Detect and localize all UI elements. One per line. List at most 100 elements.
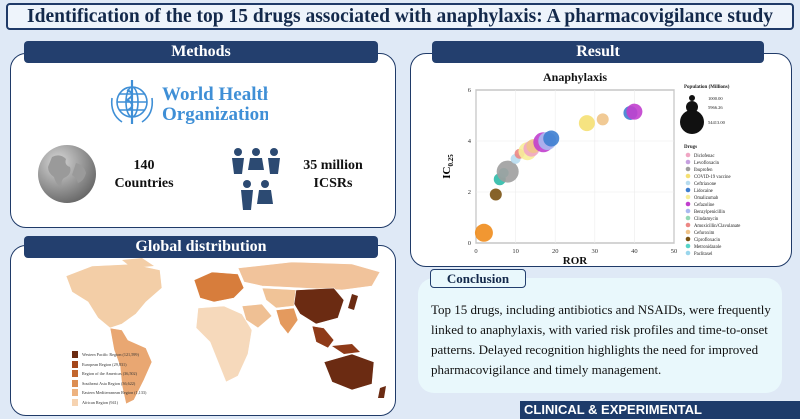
drug-legend-label: Levofloxacin	[694, 161, 720, 166]
countries-number: 140	[133, 158, 155, 173]
drug-legend-label: Cefuroxim	[694, 231, 715, 236]
drug-legend-swatch	[685, 166, 691, 172]
x-tick-label: 30	[592, 248, 599, 255]
data-point	[474, 223, 493, 242]
global-heading: Global distribution	[24, 236, 378, 258]
drug-legend-swatch	[685, 159, 691, 165]
conclusion-heading: Conclusion	[430, 269, 526, 288]
drug-legend-label: Cefazoline	[694, 203, 714, 208]
brand-bar	[520, 401, 800, 419]
page-title: Identification of the top 15 drugs assoc…	[27, 5, 773, 27]
drug-legend-swatch	[685, 208, 691, 214]
drug-legend-label: Lidocaine	[694, 189, 713, 194]
legend-label: Eastern Mediterranean Region (1,133)	[82, 390, 147, 395]
drug-legend-swatch	[685, 229, 691, 235]
legend-item: Eastern Mediterranean Region (1,133)	[72, 388, 146, 397]
legend-swatch	[72, 351, 78, 358]
size-legend-label: 5966.26	[708, 105, 723, 110]
data-point	[489, 188, 502, 201]
drug-legend-label: Paclitaxel	[694, 252, 713, 257]
methods-heading: Methods	[24, 41, 378, 63]
drug-legend-swatch	[685, 222, 691, 228]
legend-swatch	[72, 379, 78, 387]
countries-label: Countries	[114, 176, 174, 191]
title-bar: Identification of the top 15 drugs assoc…	[6, 3, 794, 30]
journal-brand: CLINICAL & EXPERIMENTAL	[524, 402, 702, 417]
y-tick-label: 2	[468, 189, 471, 196]
data-point	[626, 103, 643, 120]
size-legend-title: Population (Millions)	[684, 85, 730, 90]
drug-legend-swatch	[685, 215, 691, 221]
drug-legend-swatch	[685, 187, 691, 193]
globe-icon	[38, 145, 96, 203]
x-tick-label: 40	[631, 248, 638, 255]
result-heading: Result	[432, 41, 764, 63]
x-tick-label: 50	[671, 248, 678, 255]
drug-legend-label: Clindamycin	[694, 217, 719, 222]
result-panel	[410, 53, 792, 267]
legend-swatch	[72, 389, 78, 396]
who-emblem-icon	[110, 80, 154, 124]
drug-legend-label: Ceftriaxone	[694, 182, 716, 187]
drug-legend-label: Ciprofloxacin	[694, 238, 721, 243]
drug-legend-swatch	[685, 243, 691, 249]
x-axis-label: ROR	[563, 255, 589, 266]
y-tick-label: 0	[468, 240, 471, 247]
legend-label: Region of the Americas (36,502)	[82, 371, 138, 376]
legend-item: European Region (29,831)	[72, 360, 146, 369]
data-point	[496, 160, 519, 183]
legend-item: African Region (941)	[72, 398, 146, 407]
legend-swatch	[72, 398, 78, 406]
y-axis-label-subscript: 0.25	[447, 154, 455, 167]
drug-legend-label: Metronidazole	[694, 245, 721, 250]
size-legend-circle	[680, 110, 704, 134]
drug-legend-swatch	[685, 180, 691, 186]
drug-legend-swatch	[685, 201, 691, 207]
drug-legend-swatch	[685, 152, 691, 158]
conclusion-text: Top 15 drugs, including antibiotics and …	[431, 302, 771, 377]
size-legend-circle	[686, 101, 698, 113]
legend-label: European Region (29,831)	[82, 361, 127, 367]
icsrs-number: 35 million	[303, 158, 363, 173]
y-tick-label: 6	[468, 87, 472, 94]
legend-label: Western Pacific Region (121,599)	[82, 352, 139, 357]
anaphylaxis-chart: Anaphylaxis 0 10 20 30 40 50 0 2 4 6 ROR IC0.25 Popul…	[441, 70, 740, 266]
world-map	[65, 258, 386, 405]
drug-legend-title: Drugs	[684, 145, 697, 150]
drug-legend-label: Diclofenac	[694, 154, 715, 159]
x-tick-label: 10	[512, 248, 519, 255]
x-tick-label: 20	[552, 248, 559, 255]
drug-legend-label: COVID-19 vaccine	[694, 175, 731, 180]
conclusion-panel	[418, 278, 782, 393]
y-axis-label-main: IC	[441, 166, 453, 178]
data-point	[578, 115, 595, 132]
drug-legend-swatch	[685, 173, 691, 179]
legend-swatch	[72, 370, 78, 377]
drug-legend-label: Amoxicillin/Clavulanate	[694, 224, 740, 229]
icsrs-label: ICSRs	[313, 176, 353, 191]
legend-label: African Region (941)	[82, 399, 119, 405]
size-legend-label: 54413.00	[708, 120, 726, 125]
drug-legend-label: Ibuprofen	[694, 168, 713, 173]
size-legend-label: 1000.00	[708, 96, 723, 101]
global-legend: Western Pacific Region (121,599) European…	[72, 350, 146, 407]
y-tick-label: 4	[468, 138, 472, 145]
legend-label: Southeast Asia Region (36,622)	[82, 380, 136, 386]
legend-swatch	[72, 360, 78, 368]
legend-item: Southeast Asia Region (36,622)	[72, 379, 146, 388]
drug-legend-swatch	[685, 250, 691, 256]
who-line1: World Health	[162, 84, 268, 105]
data-point	[596, 113, 609, 126]
x-tick-label: 0	[474, 248, 477, 255]
drug-legend-label: Benzylpenicillin	[694, 210, 726, 215]
legend-item: Region of the Americas (36,502)	[72, 369, 146, 378]
drug-legend-swatch	[685, 236, 691, 242]
chart-title: Anaphylaxis	[543, 70, 607, 84]
y-axis-label: IC0.25	[441, 154, 455, 179]
people-icon	[232, 148, 280, 210]
size-legend-circle	[689, 95, 695, 101]
legend-item: Western Pacific Region (121,599)	[72, 350, 146, 359]
drug-legend-label: Omalizumab	[694, 196, 719, 201]
data-point	[543, 130, 560, 147]
drug-legend-swatch	[685, 194, 691, 200]
